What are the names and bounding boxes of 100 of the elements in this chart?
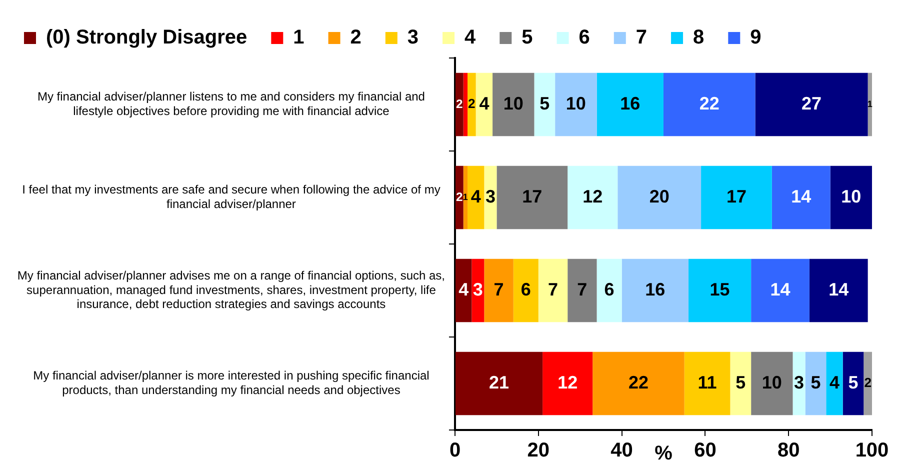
- bar: [830, 166, 872, 230]
- bar: [468, 166, 484, 230]
- bar: [592, 352, 684, 416]
- legend-label: (0) Strongly Disagree: [46, 26, 248, 49]
- bar: [809, 258, 868, 322]
- x-tick-label: 20: [527, 440, 550, 462]
- legend-label: 1: [293, 26, 304, 49]
- bar: [472, 258, 484, 322]
- bar: [542, 352, 593, 416]
- legend-label: 3: [407, 26, 419, 49]
- text: 16: [645, 279, 666, 300]
- x-tick-label: 40: [610, 440, 633, 462]
- bar: [484, 166, 497, 230]
- text: 2: [456, 190, 463, 204]
- text: 2: [456, 96, 463, 111]
- text: 14: [791, 186, 812, 206]
- bar: [476, 72, 493, 136]
- bar: [456, 258, 472, 322]
- legend-label: 4: [464, 26, 477, 49]
- bar: [755, 72, 868, 136]
- bar: [484, 258, 514, 322]
- bar: [701, 166, 772, 230]
- text: 12: [582, 186, 603, 206]
- text: 5: [810, 372, 821, 392]
- bar: [538, 258, 568, 322]
- text: 10: [841, 186, 862, 206]
- text: 17: [726, 186, 746, 206]
- text: 7: [577, 279, 588, 300]
- bar: [772, 166, 830, 230]
- legend-label: 5: [522, 26, 533, 49]
- legend-label: 6: [578, 26, 590, 49]
- text: 6: [520, 279, 531, 300]
- bar: [555, 72, 597, 136]
- bar: [496, 166, 568, 230]
- text: 6: [604, 279, 614, 300]
- y-tick-label: My financial adviser/planner advises me on a range of financial options, such as, superannuation, managed fund investments, shares, investment property, life insurance, debt reduction strategies and savings accounts: [17, 268, 446, 312]
- text: 22: [699, 93, 720, 114]
- text: 11: [698, 372, 717, 392]
- x-axis-title: %: [654, 442, 673, 465]
- bar: [513, 258, 538, 322]
- text: 5: [736, 372, 746, 392]
- legend-label: 8: [693, 26, 704, 49]
- text: 4: [479, 93, 490, 114]
- text: 15: [710, 279, 730, 300]
- text: 14: [770, 279, 790, 300]
- legend-label: 9: [750, 26, 762, 49]
- bar: [456, 72, 464, 136]
- text: 2: [864, 375, 872, 390]
- text: 16: [620, 93, 640, 114]
- text: 14: [828, 279, 849, 300]
- bar: [456, 166, 464, 230]
- text: 7: [494, 279, 504, 300]
- legend-label: 7: [636, 26, 648, 49]
- text: 7: [548, 279, 558, 300]
- bar: [751, 258, 810, 322]
- bar: [568, 166, 618, 230]
- text: 27: [802, 93, 822, 114]
- text: 10: [566, 93, 586, 114]
- bar: [730, 352, 752, 416]
- y-tick-label: My financial adviser/planner is more interested in pushing specific financial products, than understanding my financial needs and objectives: [33, 368, 430, 398]
- bar: [751, 352, 793, 416]
- text: 10: [762, 372, 782, 392]
- bar: [456, 352, 543, 416]
- text: 20: [649, 186, 670, 206]
- text: 3: [472, 279, 483, 300]
- bar: [596, 258, 622, 322]
- text: 4: [829, 372, 840, 392]
- text: 5: [848, 372, 858, 392]
- bar: [826, 352, 843, 416]
- text: 12: [558, 372, 578, 392]
- bar: [842, 352, 864, 416]
- y-tick-label: My financial adviser/planner listens to me and considers my financial and lifestyle objectives before providing me with financial advice: [37, 90, 425, 118]
- bar: [618, 166, 702, 230]
- text: 10: [503, 93, 524, 114]
- text: 4: [458, 279, 469, 300]
- bar: [688, 258, 752, 322]
- text: 1: [462, 192, 468, 202]
- text: 3: [794, 372, 804, 392]
- x-tick-label: 80: [777, 440, 800, 462]
- x-tick-label: 60: [694, 440, 716, 462]
- bar: [468, 72, 476, 136]
- text: 22: [628, 372, 648, 392]
- text: 4: [470, 186, 481, 206]
- bar: [622, 258, 689, 322]
- bar: [534, 72, 556, 136]
- bar: [664, 72, 756, 136]
- bar: [568, 258, 597, 322]
- bar: [805, 352, 826, 416]
- legend-label: 2: [350, 26, 362, 49]
- bar: [596, 72, 664, 136]
- y-tick-label: I feel that my investments are safe and secure when following the advice of my financial adviser/planner: [22, 182, 440, 212]
- x-tick-label: 100: [855, 440, 889, 462]
- text: 5: [540, 93, 550, 114]
- text: 17: [522, 186, 542, 206]
- bar: [864, 352, 872, 416]
- text: 21: [489, 372, 510, 392]
- bar: [792, 352, 806, 416]
- x-tick-label: 0: [449, 440, 461, 462]
- text: 2: [468, 96, 476, 112]
- bar: [492, 72, 534, 136]
